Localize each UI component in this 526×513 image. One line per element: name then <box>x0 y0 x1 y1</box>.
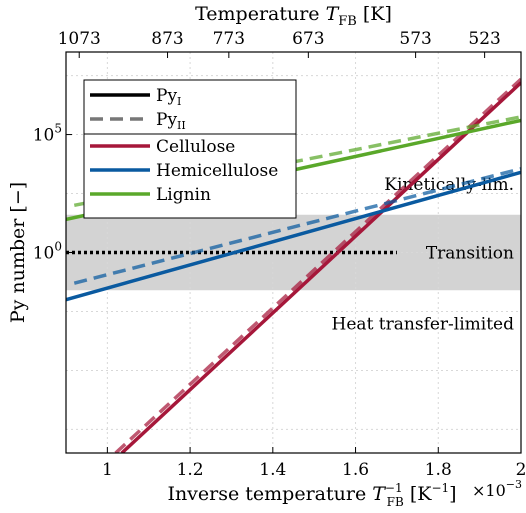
legend-label-cellulose: Cellulose <box>156 137 235 157</box>
x-tick-label-3: 1.6 <box>342 460 369 480</box>
region-label-1: Transition <box>426 244 514 264</box>
series-line-lignin-ii <box>73 115 521 208</box>
region-label-2: Heat transfer-limited <box>332 314 515 334</box>
x-axis-multiplier: ×10−3 <box>472 478 522 500</box>
y-axis-title: Py number [−] <box>7 182 29 323</box>
legend-label-py-ii: PyII <box>156 110 186 132</box>
x-tick-label-5: 2 <box>516 460 526 480</box>
series-line-hemicellulose-ii <box>73 167 521 285</box>
top-tick-label-2: 773 <box>213 29 245 49</box>
legend-label-hemicellulose: Hemicellulose <box>156 161 278 181</box>
y-tick-label-0: 100 <box>33 240 62 264</box>
x-tick-label-0: 1 <box>102 460 113 480</box>
top-tick-label-1: 873 <box>151 29 183 49</box>
series-line-cellulose-ii <box>114 77 521 453</box>
x-axis-title: Inverse temperature T−1 FB [K−1] <box>167 481 456 509</box>
series-line-hemicellulose-i <box>66 170 521 302</box>
x-tick-label-1: 1.2 <box>177 460 204 480</box>
top-axis-title: Temperature TFB [K] <box>195 3 392 29</box>
top-tick-label-5: 523 <box>468 29 500 49</box>
series-line-cellulose-i <box>120 81 521 453</box>
top-tick-label-4: 573 <box>399 29 431 49</box>
top-tick-label-0: 1073 <box>58 29 101 49</box>
legend-label-lignin: Lignin <box>156 185 211 205</box>
x-tick-label-4: 1.8 <box>425 460 452 480</box>
x-tick-label-2: 1.4 <box>259 460 286 480</box>
y-tick-label-1: 105 <box>33 122 62 146</box>
legend-label-py-i: PyI <box>156 86 181 108</box>
top-tick-label-3: 673 <box>292 29 324 49</box>
